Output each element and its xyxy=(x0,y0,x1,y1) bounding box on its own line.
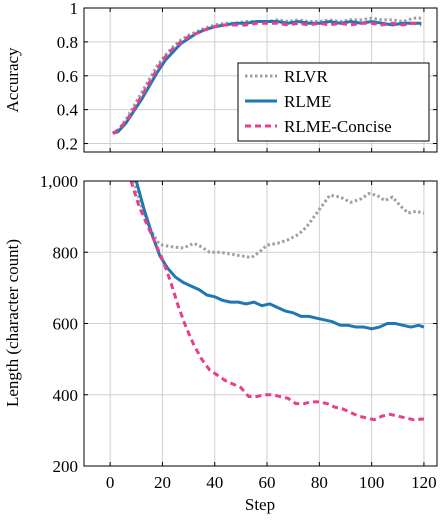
accuracy-frame xyxy=(83,7,438,153)
length-series-clip xyxy=(129,181,425,422)
accuracy-y-tick-label: 1 xyxy=(70,0,79,18)
x-tick-label: 40 xyxy=(206,473,223,492)
length-y-tick-label: 400 xyxy=(53,386,79,405)
length-y-label: Length (character count) xyxy=(3,239,22,407)
legend-label-rlvr: RLVR xyxy=(284,67,328,86)
accuracy-y-tick-label: 0.8 xyxy=(57,33,78,52)
length-line-rlme xyxy=(134,181,425,331)
length-panel: 200 400 600 800 1,000 0 20 40 60 80 100 120 Length… xyxy=(3,172,438,514)
legend-label-rlme: RLME xyxy=(284,92,331,111)
length-y-tick-label: 800 xyxy=(53,243,79,262)
length-y-tick-label: 600 xyxy=(53,315,79,334)
x-axis-label: Step xyxy=(245,495,275,514)
x-tick-label: 0 xyxy=(106,473,115,492)
x-tick-label: 120 xyxy=(411,473,437,492)
x-tick-label: 60 xyxy=(259,473,276,492)
x-tick-label: 100 xyxy=(359,473,385,492)
accuracy-panel: 0.2 0.4 0.6 0.8 1 Accuracy RLVR RLME RLME-Co… xyxy=(3,0,438,154)
length-series xyxy=(129,181,425,422)
length-y-ticks: 200 400 600 800 1,000 xyxy=(40,172,78,476)
accuracy-series xyxy=(111,16,422,135)
accuracy-y-tick-label: 0.4 xyxy=(57,101,79,120)
x-tick-label: 20 xyxy=(154,473,171,492)
accuracy-series-clip xyxy=(111,16,422,135)
x-tick-label: 80 xyxy=(311,473,328,492)
length-y-tick-label: 200 xyxy=(53,457,79,476)
length-frame xyxy=(83,180,438,467)
accuracy-y-ticks: 0.2 0.4 0.6 0.8 1 xyxy=(57,0,79,154)
legend: RLVR RLME RLME-Concise xyxy=(237,62,430,142)
accuracy-y-label: Accuracy xyxy=(3,47,22,113)
accuracy-y-tick-label: 0.2 xyxy=(57,135,78,154)
length-y-tick-label: 1,000 xyxy=(40,172,78,191)
accuracy-y-tick-label: 0.6 xyxy=(57,67,78,86)
length-line-rlme-concise xyxy=(129,181,425,422)
length-x-ticks: 0 20 40 60 80 100 120 xyxy=(106,473,437,492)
accuracy-line-rlme-concise xyxy=(111,21,422,135)
length-line-rlvr xyxy=(132,181,425,260)
legend-label-rlme-concise: RLME-Concise xyxy=(284,117,392,136)
